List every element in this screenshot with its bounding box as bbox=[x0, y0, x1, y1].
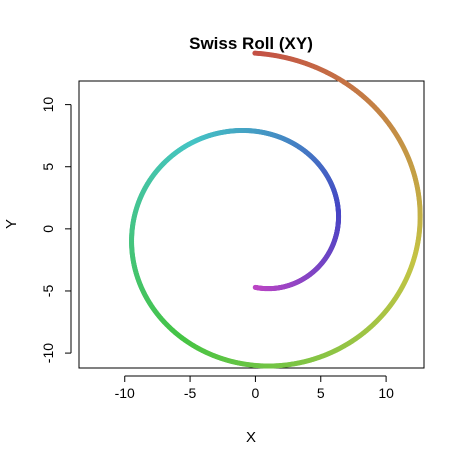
x-tick-label: -10 bbox=[115, 385, 135, 401]
y-tick-label: -5 bbox=[40, 285, 56, 298]
data-point bbox=[252, 284, 258, 290]
plot-frame bbox=[78, 80, 425, 369]
x-tick-label: 5 bbox=[317, 385, 325, 401]
y-tick-label: 10 bbox=[40, 97, 56, 113]
y-axis-label: Y bbox=[3, 219, 20, 229]
x-axis-label: X bbox=[246, 429, 256, 446]
y-tick-label: 0 bbox=[40, 225, 56, 233]
data-points bbox=[129, 50, 423, 369]
y-tick-label: -10 bbox=[40, 343, 56, 363]
x-tick-label: 10 bbox=[378, 385, 394, 401]
x-tick-label: 0 bbox=[252, 385, 260, 401]
x-axis: -10 -5 0 5 10 bbox=[115, 375, 394, 401]
x-tick-label: -5 bbox=[184, 385, 197, 401]
chart-title: Swiss Roll (XY) bbox=[189, 34, 313, 53]
y-axis: -10 -5 0 5 10 bbox=[40, 97, 72, 363]
y-tick-label: 5 bbox=[40, 163, 56, 171]
